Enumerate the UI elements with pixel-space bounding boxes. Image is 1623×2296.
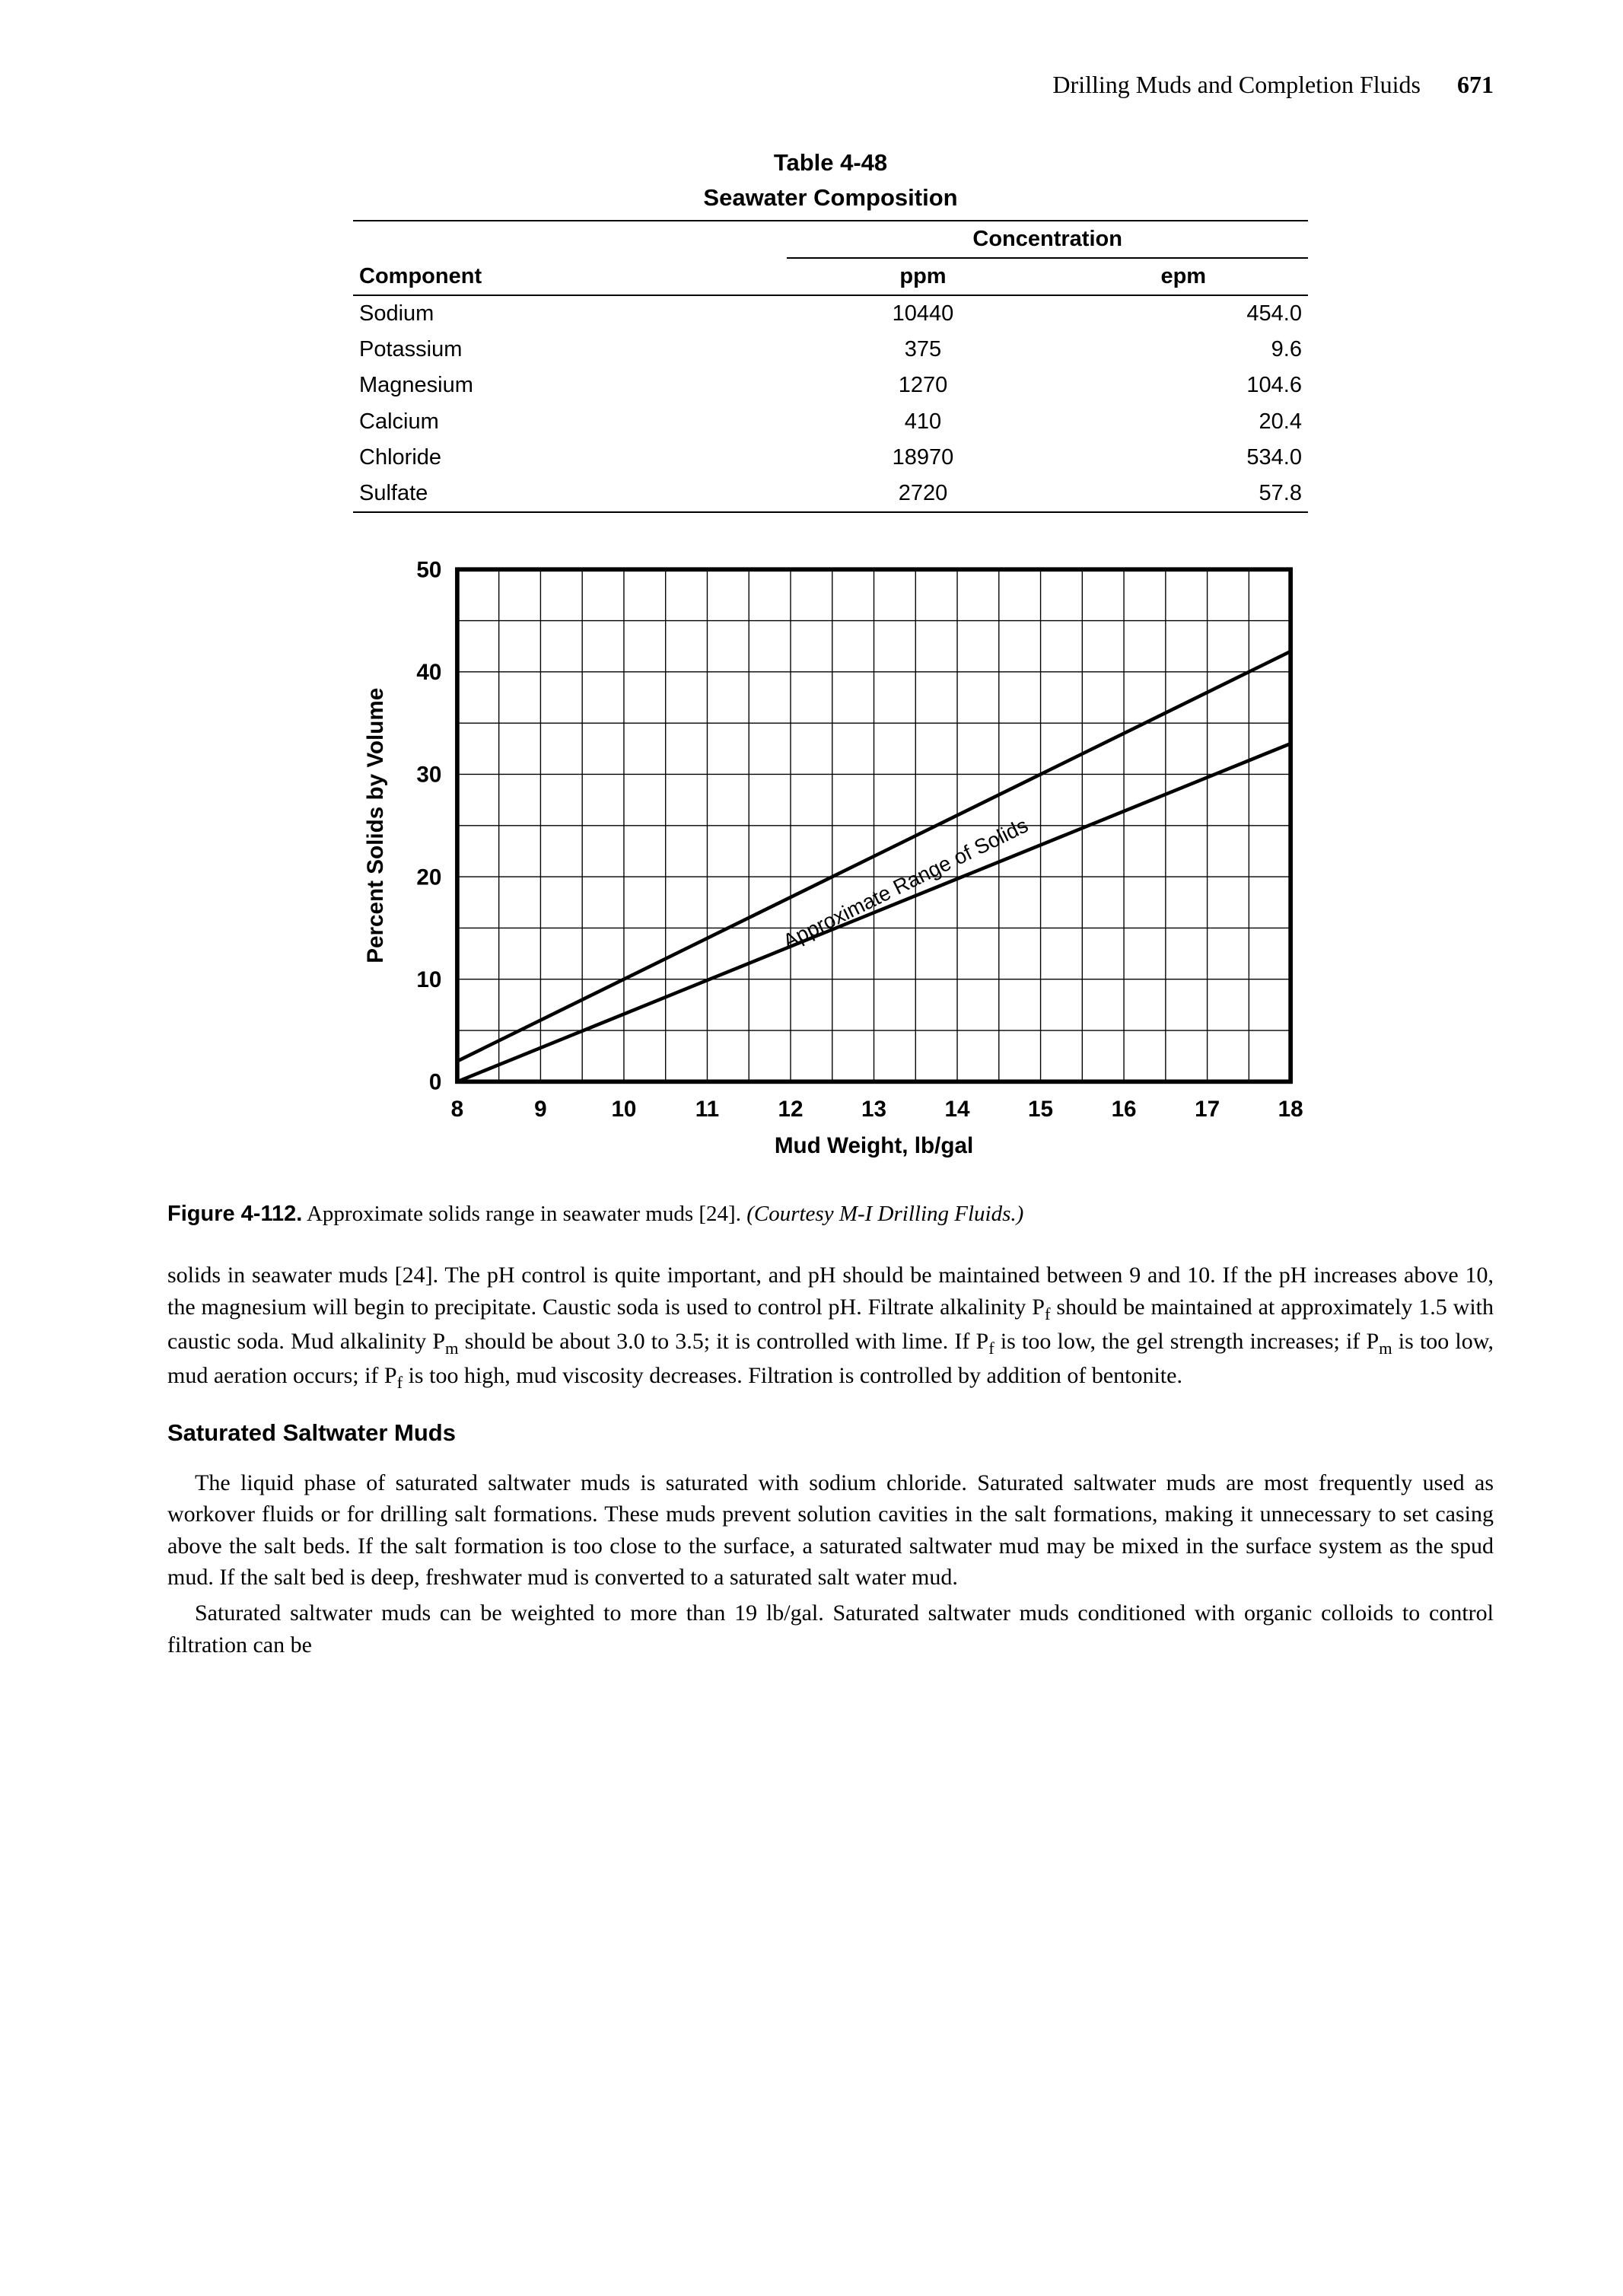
svg-text:Percent Solids by Volume: Percent Solids by Volume bbox=[363, 688, 388, 963]
section-heading: Saturated Saltwater Muds bbox=[167, 1417, 1494, 1449]
col-header-component: Component bbox=[353, 221, 787, 295]
svg-text:8: 8 bbox=[451, 1097, 464, 1122]
figure-caption: Figure 4-112. Approximate solids range i… bbox=[167, 1199, 1494, 1229]
cell-component: Sulfate bbox=[353, 476, 787, 512]
svg-text:0: 0 bbox=[429, 1070, 442, 1095]
cell-ppm: 410 bbox=[787, 404, 1058, 440]
col-header-ppm: ppm bbox=[787, 258, 1058, 295]
cell-epm: 454.0 bbox=[1059, 295, 1308, 332]
svg-text:Mud Weight, lb/gal: Mud Weight, lb/gal bbox=[775, 1133, 973, 1158]
svg-text:16: 16 bbox=[1112, 1097, 1137, 1122]
chapter-title: Drilling Muds and Completion Fluids bbox=[1052, 71, 1421, 98]
cell-epm: 57.8 bbox=[1059, 476, 1308, 512]
cell-epm: 104.6 bbox=[1059, 368, 1308, 403]
table-row: Potassium3759.6 bbox=[353, 332, 1308, 368]
cell-component: Chloride bbox=[353, 440, 787, 476]
svg-text:15: 15 bbox=[1028, 1097, 1053, 1122]
svg-text:14: 14 bbox=[945, 1097, 970, 1122]
col-header-concentration: Concentration bbox=[787, 221, 1308, 258]
cell-epm: 9.6 bbox=[1059, 332, 1308, 368]
page-header: Drilling Muds and Completion Fluids 671 bbox=[167, 68, 1494, 101]
seawater-composition-table: Component Concentration ppm epm Sodium10… bbox=[353, 220, 1308, 513]
table-title: Seawater Composition bbox=[167, 182, 1494, 214]
svg-text:20: 20 bbox=[416, 865, 441, 890]
figure-label: Figure 4-112. bbox=[167, 1202, 302, 1226]
svg-text:30: 30 bbox=[416, 763, 441, 788]
svg-text:17: 17 bbox=[1195, 1097, 1220, 1122]
cell-ppm: 1270 bbox=[787, 368, 1058, 403]
cell-epm: 534.0 bbox=[1059, 440, 1308, 476]
svg-text:50: 50 bbox=[416, 557, 441, 582]
cell-ppm: 18970 bbox=[787, 440, 1058, 476]
col-header-epm: epm bbox=[1059, 258, 1308, 295]
cell-ppm: 10440 bbox=[787, 295, 1058, 332]
svg-text:40: 40 bbox=[416, 660, 441, 685]
figure-citation: (Courtesy M-I Drilling Fluids.) bbox=[746, 1202, 1023, 1226]
svg-text:11: 11 bbox=[695, 1097, 719, 1122]
svg-text:18: 18 bbox=[1278, 1097, 1303, 1122]
table-label: Table 4-48 bbox=[167, 147, 1494, 179]
svg-text:13: 13 bbox=[861, 1097, 886, 1122]
cell-ppm: 375 bbox=[787, 332, 1058, 368]
solids-range-chart: 8 9 10 11 12 13 14 15 16 17 18 0 10 20 30 40 50 Mud Weigh… bbox=[353, 543, 1308, 1177]
paragraph-1: solids in seawater muds [24]. The pH con… bbox=[167, 1259, 1494, 1394]
table-row: Sodium10440454.0 bbox=[353, 295, 1308, 332]
cell-component: Magnesium bbox=[353, 368, 787, 403]
cell-component: Sodium bbox=[353, 295, 787, 332]
table-row: Calcium41020.4 bbox=[353, 404, 1308, 440]
chart-svg: 8 9 10 11 12 13 14 15 16 17 18 0 10 20 30 40 50 Mud Weigh… bbox=[353, 543, 1308, 1168]
cell-ppm: 2720 bbox=[787, 476, 1058, 512]
figure-text: Approximate solids range in seawater mud… bbox=[307, 1202, 741, 1226]
cell-epm: 20.4 bbox=[1059, 404, 1308, 440]
table-row: Magnesium1270104.6 bbox=[353, 368, 1308, 403]
table-row: Sulfate272057.8 bbox=[353, 476, 1308, 512]
svg-text:10: 10 bbox=[611, 1097, 636, 1122]
svg-text:12: 12 bbox=[778, 1097, 804, 1122]
cell-component: Potassium bbox=[353, 332, 787, 368]
page-number: 671 bbox=[1457, 71, 1494, 98]
paragraph-2: The liquid phase of saturated saltwater … bbox=[167, 1467, 1494, 1594]
cell-component: Calcium bbox=[353, 404, 787, 440]
paragraph-3: Saturated saltwater muds can be weighted… bbox=[167, 1597, 1494, 1661]
table-row: Chloride18970534.0 bbox=[353, 440, 1308, 476]
svg-text:9: 9 bbox=[534, 1097, 547, 1122]
svg-text:10: 10 bbox=[416, 967, 441, 992]
